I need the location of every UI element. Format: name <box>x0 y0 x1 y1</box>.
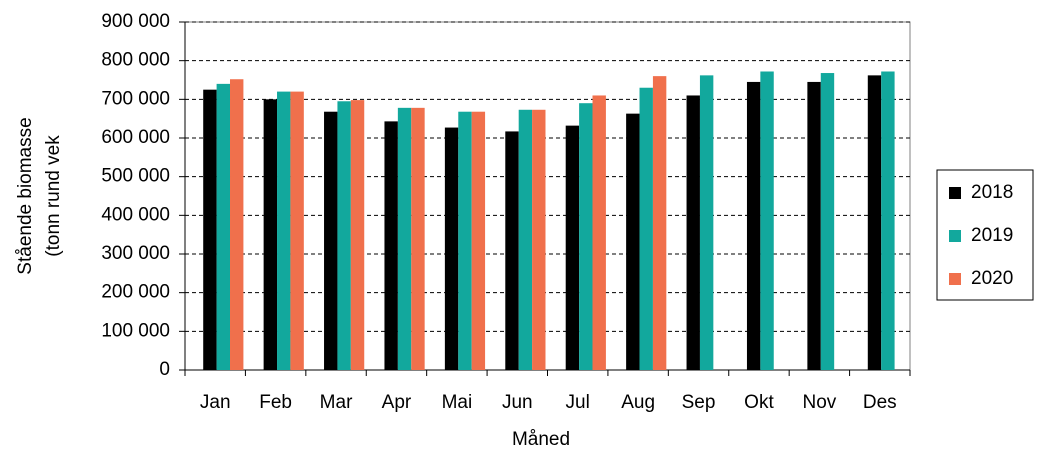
x-tick-label: Nov <box>802 392 836 413</box>
bar <box>263 99 278 370</box>
y-tick-label: 500 000 <box>101 166 170 187</box>
bar <box>458 111 472 370</box>
bar <box>820 73 835 370</box>
legend-swatch <box>949 273 961 285</box>
x-tick-label: Okt <box>744 392 774 413</box>
x-tick-label: Apr <box>382 392 412 413</box>
bar <box>881 71 895 370</box>
y-tick-label: 800 000 <box>101 50 170 71</box>
bar <box>203 89 217 371</box>
bar <box>532 109 546 371</box>
x-tick-label: Mar <box>320 392 353 413</box>
y-axis-title: (tonn rund vek <box>43 135 64 257</box>
bar <box>867 75 882 371</box>
y-tick-label: 600 000 <box>101 127 170 148</box>
bar <box>505 131 519 370</box>
bar <box>699 75 714 371</box>
bar <box>592 95 606 370</box>
bar <box>746 81 761 370</box>
y-tick-label: 300 000 <box>101 243 170 264</box>
y-tick-label: 700 000 <box>101 88 170 109</box>
bar <box>565 125 580 370</box>
legend-label: 2020 <box>971 268 1013 289</box>
bar <box>384 121 398 370</box>
x-tick-label: Mai <box>442 392 473 413</box>
bar <box>216 83 231 370</box>
y-tick-label: 100 000 <box>101 320 170 341</box>
x-tick-label: Jul <box>566 392 590 413</box>
x-axis-title: Måned <box>512 429 570 450</box>
legend-swatch <box>949 230 961 242</box>
bar <box>471 111 486 370</box>
y-axis-title: Stående biomasse <box>15 117 36 274</box>
bar <box>337 101 351 371</box>
bar <box>324 111 338 370</box>
bar <box>397 107 412 370</box>
x-tick-label: Feb <box>259 392 292 413</box>
bar <box>686 95 700 370</box>
bar <box>444 127 459 370</box>
x-tick-label: Jan <box>200 392 231 413</box>
bar <box>230 79 244 370</box>
x-tick-label: Aug <box>621 392 655 413</box>
legend-swatch <box>949 187 961 199</box>
x-tick-label: Des <box>863 392 897 413</box>
y-tick-label: 400 000 <box>101 204 170 225</box>
x-tick-label: Sep <box>682 392 716 413</box>
bar <box>626 113 640 370</box>
y-tick-label: 200 000 <box>101 282 170 303</box>
y-tick-label: 0 <box>159 359 170 380</box>
legend-label: 2018 <box>971 182 1013 203</box>
bar <box>760 71 774 370</box>
bar <box>518 109 533 371</box>
bar <box>807 81 821 370</box>
legend-label: 2019 <box>971 225 1013 246</box>
x-tick-label: Jun <box>502 392 533 413</box>
bar <box>639 87 653 370</box>
bar <box>411 107 425 370</box>
bar <box>290 91 304 370</box>
bar <box>579 103 593 370</box>
bar <box>350 100 365 371</box>
bar <box>652 76 667 370</box>
bar <box>277 91 291 370</box>
y-tick-label: 900 000 <box>101 11 170 32</box>
